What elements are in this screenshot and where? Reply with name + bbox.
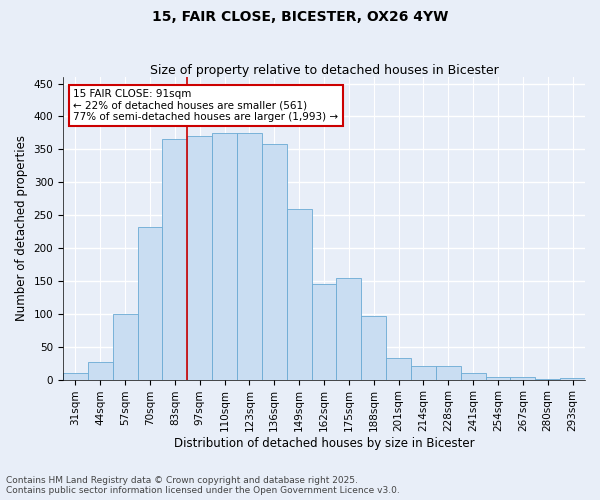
Text: 15, FAIR CLOSE, BICESTER, OX26 4YW: 15, FAIR CLOSE, BICESTER, OX26 4YW bbox=[152, 10, 448, 24]
Bar bbox=[485, 377, 511, 380]
Bar bbox=[237, 133, 262, 380]
Bar bbox=[88, 362, 113, 380]
Bar bbox=[386, 358, 411, 380]
Text: Contains HM Land Registry data © Crown copyright and database right 2025.
Contai: Contains HM Land Registry data © Crown c… bbox=[6, 476, 400, 495]
Bar bbox=[461, 373, 485, 380]
Bar bbox=[511, 377, 535, 380]
Title: Size of property relative to detached houses in Bicester: Size of property relative to detached ho… bbox=[149, 64, 499, 77]
Bar bbox=[137, 227, 163, 380]
Bar bbox=[560, 378, 585, 380]
Bar bbox=[212, 133, 237, 380]
Text: 15 FAIR CLOSE: 91sqm
← 22% of detached houses are smaller (561)
77% of semi-deta: 15 FAIR CLOSE: 91sqm ← 22% of detached h… bbox=[73, 89, 338, 122]
X-axis label: Distribution of detached houses by size in Bicester: Distribution of detached houses by size … bbox=[174, 437, 475, 450]
Bar bbox=[163, 140, 187, 380]
Bar bbox=[63, 373, 88, 380]
Bar bbox=[262, 144, 287, 380]
Y-axis label: Number of detached properties: Number of detached properties bbox=[15, 136, 28, 322]
Bar bbox=[113, 314, 137, 380]
Bar bbox=[311, 284, 337, 380]
Bar bbox=[361, 316, 386, 380]
Bar bbox=[535, 379, 560, 380]
Bar bbox=[187, 136, 212, 380]
Bar bbox=[436, 366, 461, 380]
Bar bbox=[287, 208, 311, 380]
Bar bbox=[337, 278, 361, 380]
Bar bbox=[411, 366, 436, 380]
